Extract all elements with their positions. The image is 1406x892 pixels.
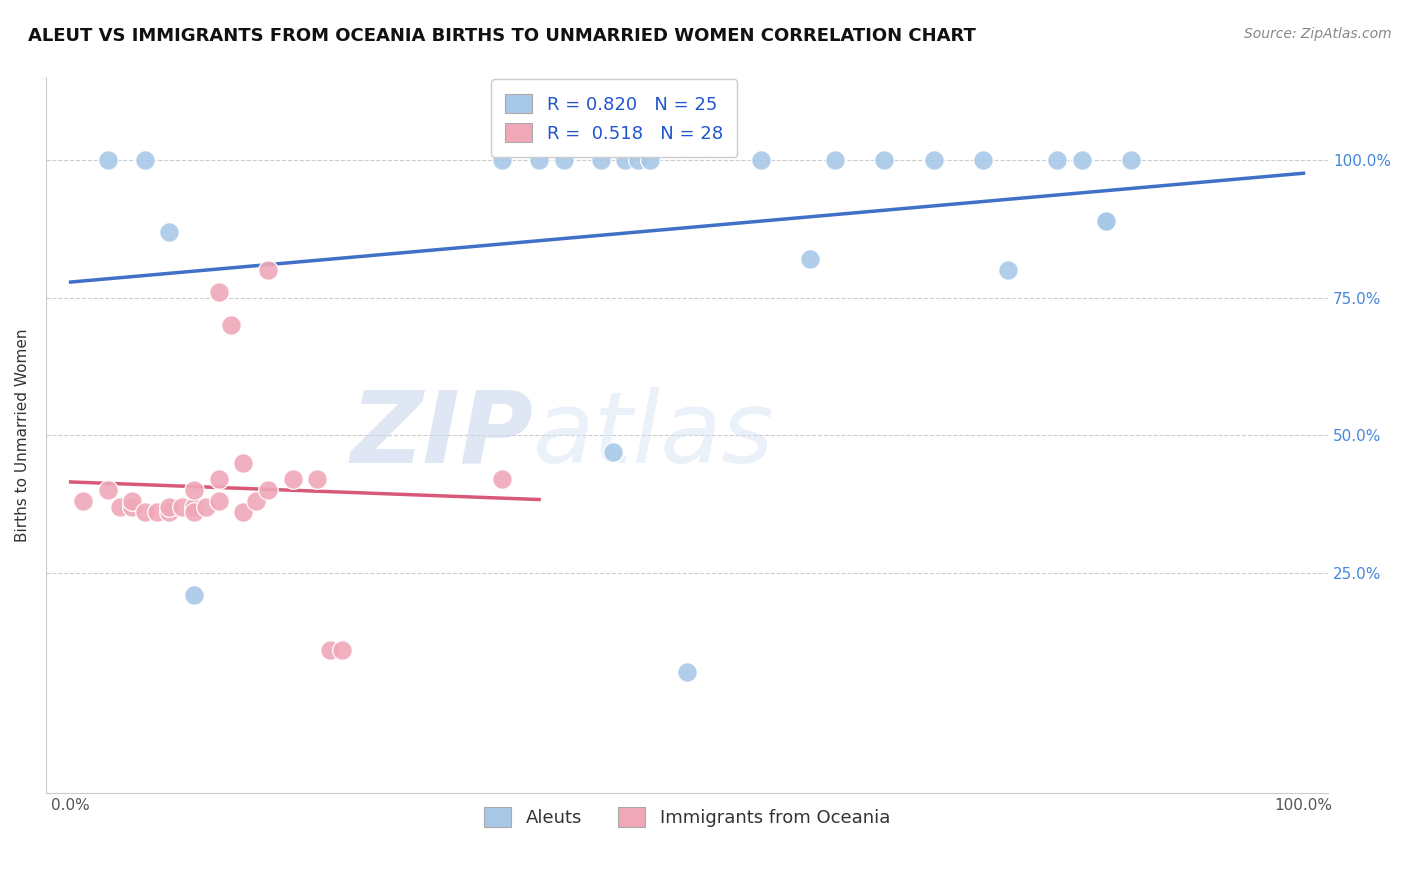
Point bbox=[207, 285, 229, 300]
Point bbox=[997, 263, 1019, 277]
Point bbox=[676, 665, 699, 680]
Point bbox=[183, 483, 205, 498]
Point bbox=[97, 153, 120, 167]
Point bbox=[491, 473, 513, 487]
Point bbox=[207, 494, 229, 508]
Point bbox=[799, 252, 821, 267]
Legend: Aleuts, Immigrants from Oceania: Aleuts, Immigrants from Oceania bbox=[477, 800, 897, 834]
Point bbox=[614, 153, 637, 167]
Point bbox=[824, 153, 846, 167]
Point bbox=[232, 506, 254, 520]
Point bbox=[146, 506, 169, 520]
Point bbox=[873, 153, 896, 167]
Point bbox=[330, 643, 353, 657]
Point bbox=[749, 153, 772, 167]
Point bbox=[1119, 153, 1142, 167]
Text: ZIP: ZIP bbox=[350, 387, 533, 483]
Point bbox=[121, 494, 143, 508]
Point bbox=[157, 506, 180, 520]
Text: atlas: atlas bbox=[533, 387, 775, 483]
Point bbox=[97, 483, 120, 498]
Point bbox=[491, 153, 513, 167]
Point bbox=[602, 445, 624, 459]
Point bbox=[638, 153, 661, 167]
Y-axis label: Births to Unmarried Women: Births to Unmarried Women bbox=[15, 328, 30, 542]
Point bbox=[121, 500, 143, 514]
Point bbox=[1095, 213, 1118, 227]
Point bbox=[257, 263, 280, 277]
Point bbox=[232, 456, 254, 470]
Point bbox=[170, 500, 193, 514]
Point bbox=[627, 153, 650, 167]
Point bbox=[108, 500, 131, 514]
Point bbox=[307, 473, 329, 487]
Point bbox=[972, 153, 994, 167]
Point bbox=[257, 483, 280, 498]
Point bbox=[183, 588, 205, 602]
Point bbox=[527, 153, 550, 167]
Point bbox=[72, 494, 94, 508]
Point bbox=[183, 500, 205, 514]
Point bbox=[219, 318, 242, 333]
Point bbox=[1070, 153, 1092, 167]
Point bbox=[922, 153, 945, 167]
Point bbox=[245, 494, 267, 508]
Point bbox=[157, 225, 180, 239]
Point bbox=[281, 473, 304, 487]
Point bbox=[589, 153, 612, 167]
Point bbox=[1046, 153, 1069, 167]
Text: Source: ZipAtlas.com: Source: ZipAtlas.com bbox=[1244, 27, 1392, 41]
Point bbox=[134, 506, 156, 520]
Point bbox=[195, 500, 218, 514]
Point bbox=[207, 473, 229, 487]
Point bbox=[553, 153, 575, 167]
Point bbox=[183, 506, 205, 520]
Text: ALEUT VS IMMIGRANTS FROM OCEANIA BIRTHS TO UNMARRIED WOMEN CORRELATION CHART: ALEUT VS IMMIGRANTS FROM OCEANIA BIRTHS … bbox=[28, 27, 976, 45]
Point bbox=[1095, 213, 1118, 227]
Point bbox=[157, 500, 180, 514]
Point bbox=[318, 643, 340, 657]
Point bbox=[134, 153, 156, 167]
